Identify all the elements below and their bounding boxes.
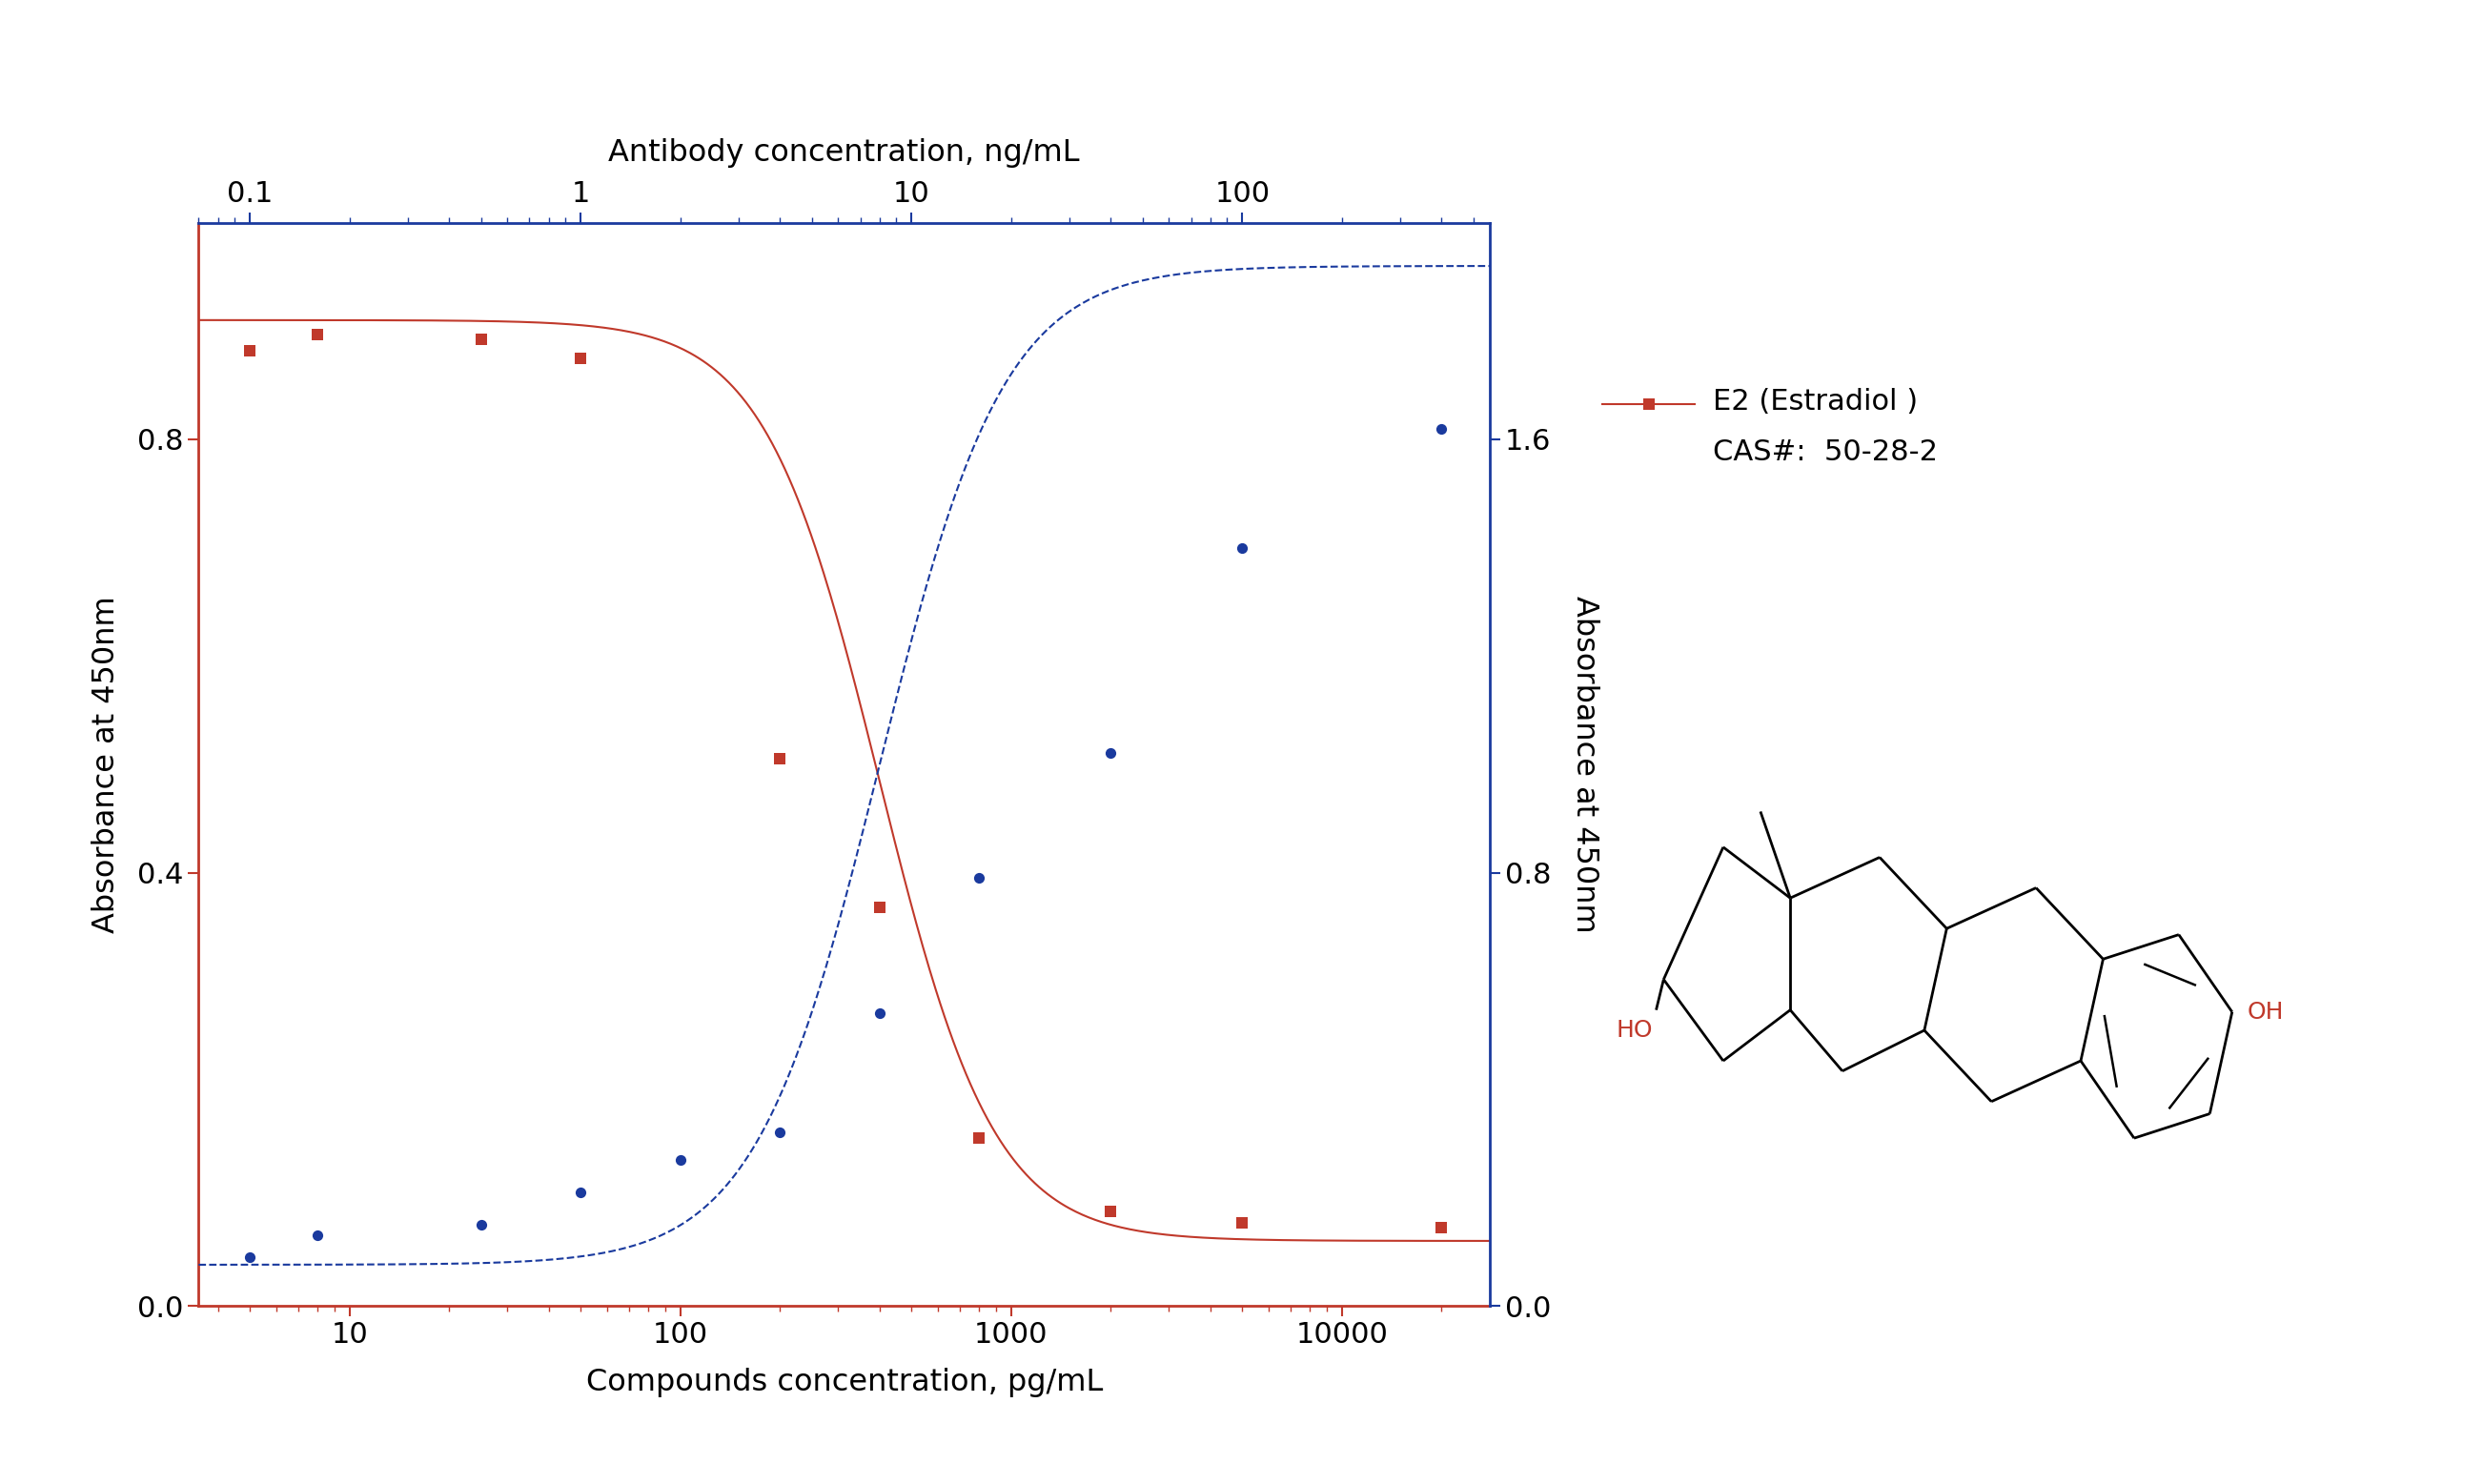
X-axis label: Antibody concentration, ng/mL: Antibody concentration, ng/mL — [608, 138, 1080, 168]
Text: CAS#:  50-28-2: CAS#: 50-28-2 — [1713, 439, 1939, 466]
Point — [462, 328, 502, 352]
Point — [859, 895, 899, 919]
Point — [1629, 392, 1669, 416]
Text: HO: HO — [1616, 1020, 1654, 1042]
Point — [231, 1245, 271, 1269]
Point — [1222, 536, 1261, 559]
Text: OH: OH — [2247, 1000, 2284, 1024]
Point — [231, 338, 271, 362]
Point — [1423, 417, 1462, 441]
Point — [1222, 1211, 1261, 1235]
Point — [561, 346, 601, 370]
X-axis label: Compounds concentration, pg/mL: Compounds concentration, pg/mL — [586, 1367, 1102, 1396]
Point — [1423, 1215, 1462, 1239]
Point — [298, 1224, 338, 1248]
Text: E2 (Estradiol ): E2 (Estradiol ) — [1713, 389, 1919, 416]
Point — [1090, 742, 1130, 766]
Point — [760, 746, 800, 770]
Y-axis label: Absorbance at 450nm: Absorbance at 450nm — [92, 595, 122, 933]
Point — [859, 1002, 899, 1025]
Point — [660, 1147, 700, 1171]
Point — [760, 1120, 800, 1144]
Point — [561, 1180, 601, 1204]
Point — [462, 1212, 502, 1236]
Point — [298, 322, 338, 346]
Point — [958, 867, 998, 890]
Point — [1090, 1199, 1130, 1223]
Point — [958, 1126, 998, 1150]
Y-axis label: Absorbance at 450nm: Absorbance at 450nm — [1569, 595, 1599, 933]
